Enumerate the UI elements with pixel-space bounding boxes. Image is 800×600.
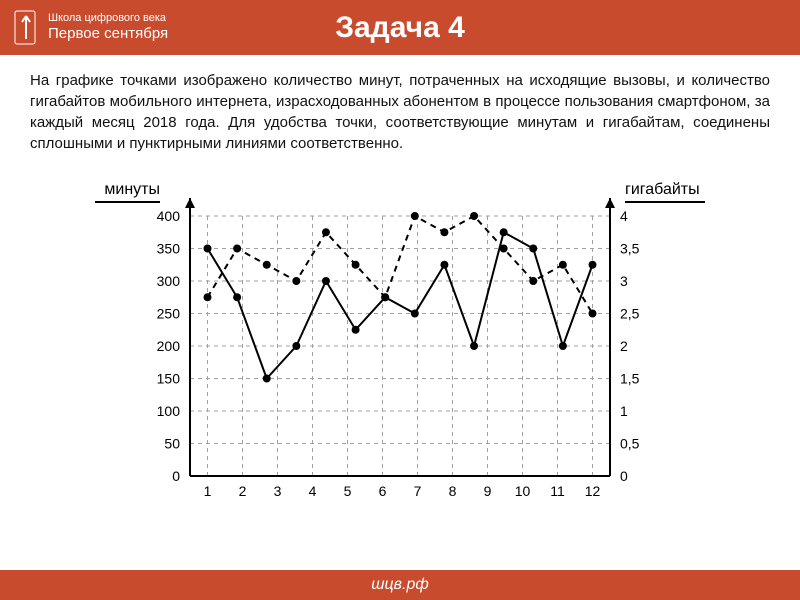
content: На графике точками изображено количество… <box>0 55 800 531</box>
svg-text:400: 400 <box>157 208 181 224</box>
svg-text:300: 300 <box>157 273 181 289</box>
svg-text:200: 200 <box>157 338 181 354</box>
svg-text:1,5: 1,5 <box>620 371 640 387</box>
svg-text:2: 2 <box>239 483 247 499</box>
svg-text:150: 150 <box>157 371 181 387</box>
svg-text:0: 0 <box>172 468 180 484</box>
svg-text:8: 8 <box>449 483 457 499</box>
svg-text:5: 5 <box>344 483 352 499</box>
svg-text:100: 100 <box>157 403 181 419</box>
svg-text:10: 10 <box>515 483 531 499</box>
svg-text:3,5: 3,5 <box>620 241 640 257</box>
svg-text:3: 3 <box>274 483 282 499</box>
svg-text:2,5: 2,5 <box>620 306 640 322</box>
svg-text:1: 1 <box>620 403 628 419</box>
logo: Школа цифрового века Первое сентября <box>0 9 168 47</box>
svg-text:0: 0 <box>620 468 628 484</box>
svg-text:12: 12 <box>585 483 601 499</box>
svg-text:0,5: 0,5 <box>620 436 640 452</box>
svg-text:4: 4 <box>309 483 317 499</box>
svg-text:1: 1 <box>204 483 212 499</box>
logo-text-2: Первое сентября <box>48 25 168 43</box>
svg-text:350: 350 <box>157 241 181 257</box>
page-title: Задача 4 <box>335 11 465 45</box>
logo-text-1: Школа цифрового века <box>48 12 168 25</box>
footer: шцв.рф <box>0 570 800 600</box>
header: Школа цифрового века Первое сентября Зад… <box>0 0 800 55</box>
chart-svg: 0 50 100 150 200 250 300 350 400 0 0,5 1 1,5 2 2,5 3 3,5… <box>50 166 750 526</box>
svg-text:6: 6 <box>379 483 387 499</box>
svg-text:7: 7 <box>414 483 422 499</box>
svg-text:9: 9 <box>484 483 492 499</box>
svg-text:4: 4 <box>620 208 628 224</box>
logo-icon <box>12 9 40 47</box>
svg-text:2: 2 <box>620 338 628 354</box>
svg-text:50: 50 <box>164 436 180 452</box>
svg-text:гигабайты: гигабайты <box>625 181 700 198</box>
chart-description: На графике точками изображено количество… <box>30 70 770 154</box>
svg-text:250: 250 <box>157 306 181 322</box>
svg-text:минуты: минуты <box>104 181 160 198</box>
svg-text:11: 11 <box>550 483 565 499</box>
chart: 0 50 100 150 200 250 300 350 400 0 0,5 1 1,5 2 2,5 3 3,5… <box>30 166 770 531</box>
svg-text:3: 3 <box>620 273 628 289</box>
